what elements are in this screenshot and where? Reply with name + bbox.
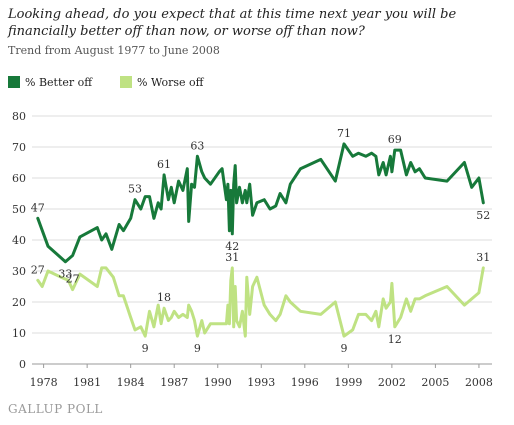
data-label-better-off: 61 <box>157 158 171 171</box>
series-line-worse-off <box>36 266 485 338</box>
legend-label-worse-off: % Worse off <box>137 76 204 89</box>
data-label-worse-off: 27 <box>31 263 45 276</box>
x-tick-label: 2008 <box>465 376 493 389</box>
series-line-better-off <box>36 142 485 264</box>
y-tick-label: 50 <box>12 203 26 216</box>
y-tick-label: 40 <box>12 234 26 247</box>
x-tick-label: 1978 <box>30 376 58 389</box>
x-tick-label: 1987 <box>160 376 188 389</box>
y-tick-label: 0 <box>19 358 26 371</box>
x-tick-label: 1993 <box>247 376 275 389</box>
y-tick-label: 20 <box>12 296 26 309</box>
data-label-worse-off: 9 <box>194 342 201 355</box>
data-label-better-off: 53 <box>128 183 142 196</box>
data-label-better-off: 71 <box>337 127 351 140</box>
data-label-better-off: 63 <box>190 139 204 152</box>
legend-item-worse-off: % Worse off <box>120 76 203 89</box>
data-label-worse-off: 27 <box>66 273 80 286</box>
y-tick-label: 30 <box>12 265 26 278</box>
data-label-worse-off: 31 <box>225 251 239 264</box>
data-label-worse-off: 12 <box>388 333 402 346</box>
chart-subtitle: Trend from August 1977 to June 2008 <box>8 44 220 57</box>
legend-label-better-off: % Better off <box>25 76 93 89</box>
x-tick-label: 2002 <box>378 376 406 389</box>
y-tick-label: 80 <box>12 110 26 123</box>
data-label-better-off: 42 <box>225 240 239 253</box>
data-label-better-off: 33 <box>58 268 72 281</box>
y-tick-label: 70 <box>12 141 26 154</box>
x-tick-label: 1990 <box>204 376 232 389</box>
data-label-worse-off: 9 <box>340 342 347 355</box>
y-tick-label: 10 <box>12 327 26 340</box>
legend-swatch-worse-off <box>120 76 132 88</box>
source-credit: GALLUP POLL <box>8 402 103 416</box>
data-label-better-off: 52 <box>476 209 490 222</box>
data-label-worse-off: 31 <box>476 251 490 264</box>
legend-swatch-better-off <box>8 76 20 88</box>
legend-item-better-off: % Better off <box>8 76 92 89</box>
x-tick-label: 1999 <box>334 376 362 389</box>
data-label-worse-off: 18 <box>157 291 171 304</box>
y-tick-label: 60 <box>12 172 26 185</box>
data-label-worse-off: 9 <box>142 342 149 355</box>
x-tick-label: 1996 <box>291 376 319 389</box>
x-tick-label: 2005 <box>421 376 449 389</box>
data-label-better-off: 69 <box>388 133 402 146</box>
chart-title: Looking ahead, do you expect that at thi… <box>8 7 457 39</box>
data-label-better-off: 47 <box>31 201 45 214</box>
x-tick-label: 1981 <box>73 376 101 389</box>
x-tick-label: 1984 <box>117 376 145 389</box>
